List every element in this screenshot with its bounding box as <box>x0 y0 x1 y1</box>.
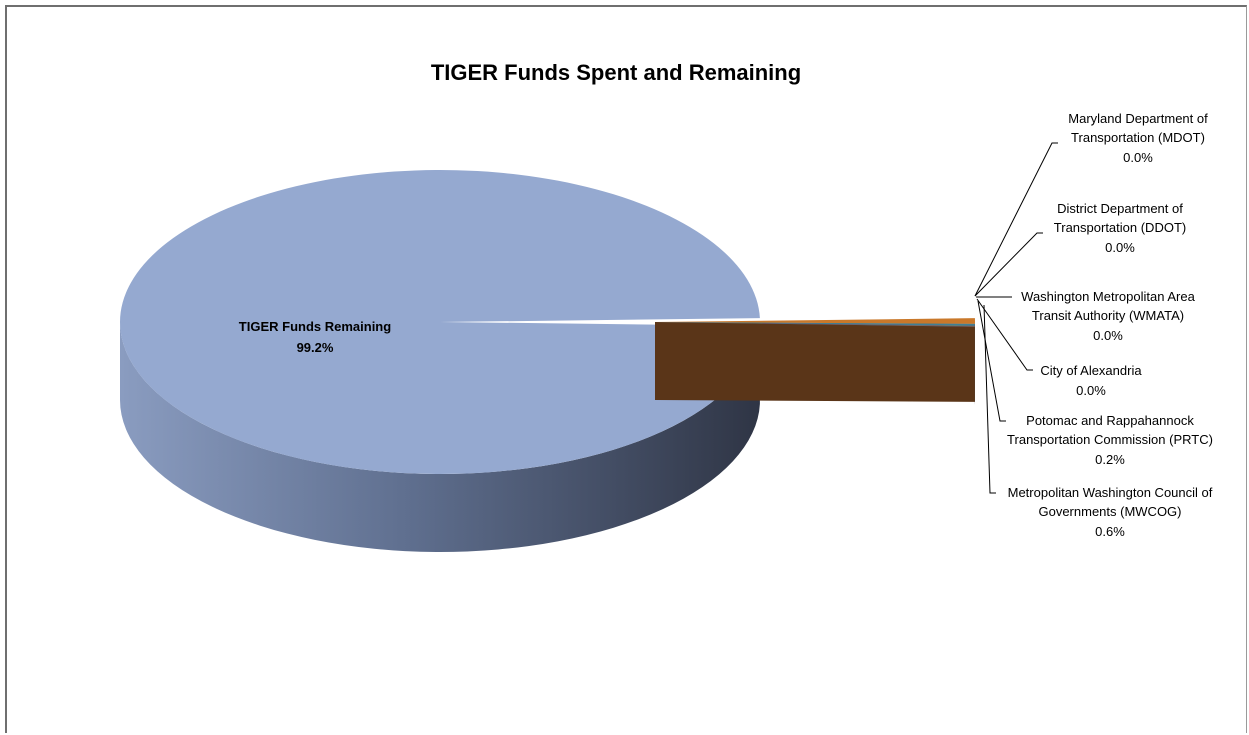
label-wmata-line2: Transit Authority (WMATA) <box>1032 308 1184 323</box>
label-mwcog-pct: 0.6% <box>1095 524 1125 539</box>
pie-side-group <box>120 322 760 552</box>
pie-top-group <box>119 170 760 474</box>
label-mdot-line2: Transportation (MDOT) <box>1071 130 1205 145</box>
slice-top-potomac-and-rappahannock-transportation-commission <box>655 322 975 326</box>
chart-title: TIGER Funds Spent and Remaining <box>431 60 801 85</box>
label-mdot-line1: Maryland Department of <box>1068 111 1208 126</box>
leader-prtc <box>977 300 1006 422</box>
label-alex-pct: 0.0% <box>1076 383 1106 398</box>
label-wmata-pct: 0.0% <box>1093 328 1123 343</box>
leader-ddot <box>974 232 1043 297</box>
leader-lines <box>974 142 1058 494</box>
label-prtc: Potomac and Rappahannock Transportation … <box>1007 413 1213 467</box>
label-prtc-pct: 0.2% <box>1095 452 1125 467</box>
slice-side-tiger-funds-remaining <box>120 322 760 552</box>
label-mdot-pct: 0.0% <box>1123 150 1153 165</box>
label-ddot: District Department of Transportation (D… <box>1054 201 1186 255</box>
label-mwcog-line2: Governments (MWCOG) <box>1038 504 1181 519</box>
slice-label-remaining-pct: 99.2% <box>297 340 334 355</box>
label-alex: City of Alexandria 0.0% <box>1040 363 1142 398</box>
slice-top-tiger-funds-remaining <box>119 170 760 474</box>
label-mwcog-line1: Metropolitan Washington Council of <box>1008 485 1213 500</box>
label-mwcog: Metropolitan Washington Council of Gover… <box>1008 485 1213 539</box>
slice-top-maryland-department-of-transportation <box>655 322 975 327</box>
slice-label-remaining-name: TIGER Funds Remaining <box>239 319 391 334</box>
label-wmata: Washington Metropolitan Area Transit Aut… <box>1021 289 1195 343</box>
leader-mwcog <box>983 304 996 494</box>
exploded-slices-group <box>655 318 975 405</box>
slice-top-metropolitan-washington-council-of-governments <box>655 318 975 324</box>
label-alex-line1: City of Alexandria <box>1040 363 1142 378</box>
leader-alex <box>976 298 1033 371</box>
label-prtc-line1: Potomac and Rappahannock <box>1026 413 1194 428</box>
leader-mdot <box>974 142 1058 297</box>
slice-wall-metropolitan-washington-council-of-governments <box>655 322 975 402</box>
label-prtc-line2: Transportation Commission (PRTC) <box>1007 432 1213 447</box>
label-ddot-line2: Transportation (DDOT) <box>1054 220 1186 235</box>
slice-top-washington-metropolitan-area-transit-authority <box>655 322 975 327</box>
slice-top-district-department-of-transportation <box>655 322 975 327</box>
slice-top-city-of-alexandria <box>655 322 975 327</box>
label-ddot-pct: 0.0% <box>1105 240 1135 255</box>
label-mdot: Maryland Department of Transportation (M… <box>1068 111 1208 165</box>
label-ddot-line1: District Department of <box>1057 201 1183 216</box>
label-wmata-line1: Washington Metropolitan Area <box>1021 289 1195 304</box>
